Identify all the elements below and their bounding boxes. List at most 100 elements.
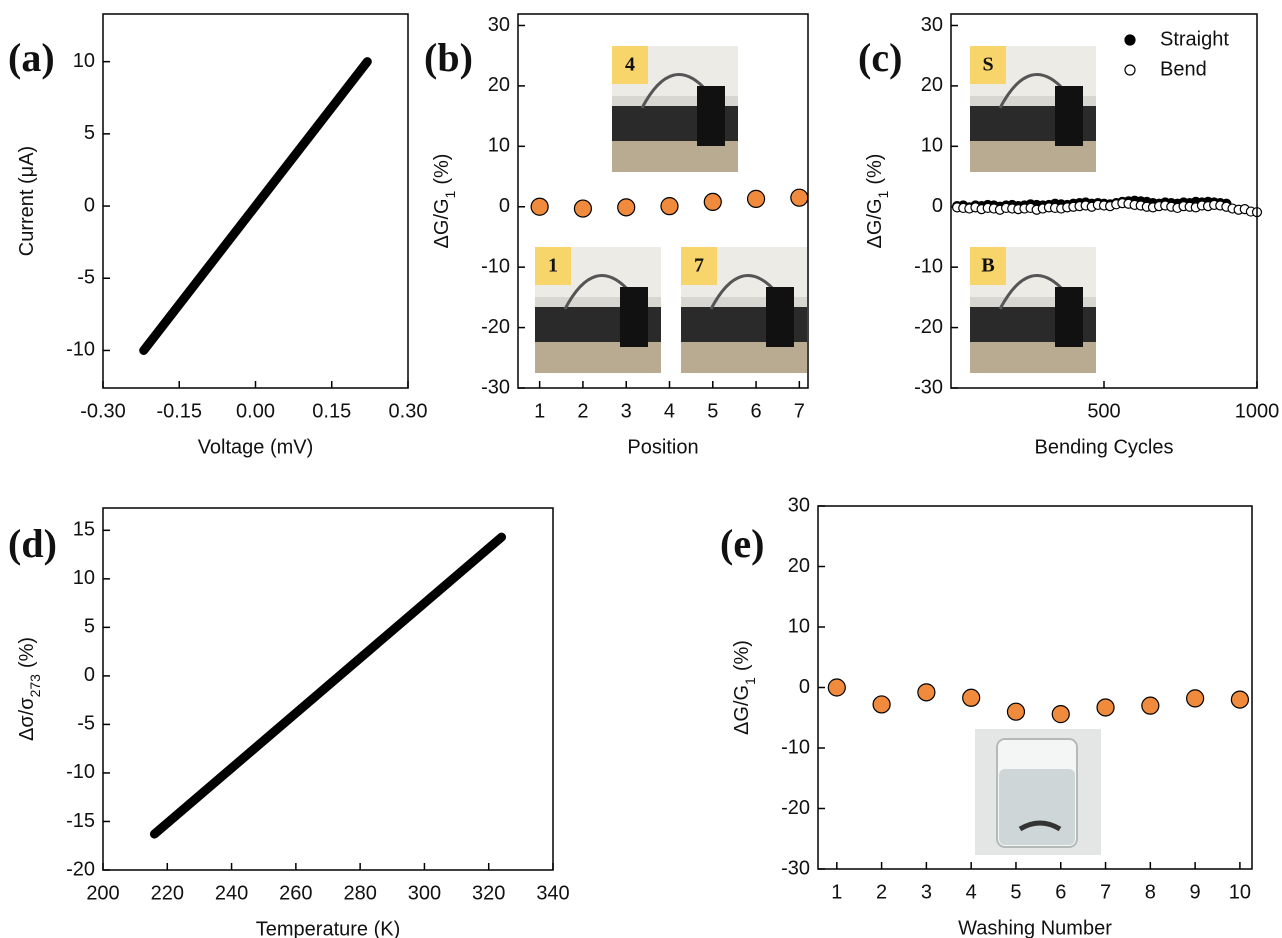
inset-tag-bg	[535, 247, 571, 285]
inset-tag: 1	[548, 255, 558, 277]
y-tick-label: 30	[788, 494, 810, 516]
photo-clip	[1055, 86, 1083, 146]
x-tick-label: 2	[876, 881, 887, 903]
y-tick-label: -30	[781, 857, 810, 879]
y-tick-label: -5	[77, 267, 95, 289]
y-tick-label: -30	[914, 376, 943, 398]
y-tick-label: 20	[488, 74, 510, 96]
y-axis-label-part: (%)	[431, 154, 453, 185]
photo-wire	[998, 274, 1067, 310]
data-point	[962, 688, 981, 707]
inset-tag: 7	[694, 255, 704, 277]
photo-ruler	[612, 141, 738, 172]
y-axis-label-part: Δσ/σ	[16, 697, 38, 741]
data-point	[790, 188, 809, 207]
y-tick-label: 10	[788, 615, 810, 637]
y-tick-label: -30	[481, 376, 510, 398]
legend-label: Straight	[1160, 28, 1229, 50]
data-point	[917, 683, 936, 702]
inset-tag-bg	[681, 247, 717, 285]
x-tick-label: 7	[794, 400, 805, 422]
plot-frame	[517, 13, 809, 389]
plot-frame	[950, 13, 1258, 389]
data-point	[1006, 702, 1026, 721]
data-point	[1230, 690, 1250, 709]
photo-wire	[563, 274, 632, 310]
y-axis-label: Δσ/σ273 (%)	[16, 637, 42, 741]
y-tick-label: 0	[932, 195, 943, 217]
photo-ruler	[970, 141, 1096, 172]
y-tick-label: -10	[481, 255, 510, 277]
y-axis-label: Current (μA)	[16, 146, 38, 256]
y-tick-label: 20	[921, 74, 943, 96]
plot-frame	[102, 507, 554, 871]
data-point	[573, 199, 593, 218]
y-axis-label-part: Current (μA)	[16, 146, 38, 256]
data-point	[1141, 696, 1160, 715]
y-tick-label: 0	[799, 676, 810, 698]
y-axis-label-part: 1	[442, 190, 458, 198]
inset-tag-bg	[970, 247, 1006, 285]
data-point	[1051, 705, 1070, 724]
y-tick-label: 0	[499, 195, 510, 217]
inset-tag-bg	[612, 46, 648, 84]
x-tick-label: 3	[621, 400, 632, 422]
data-point	[1186, 689, 1205, 708]
data-point	[660, 197, 679, 216]
x-tick-label: 9	[1190, 881, 1201, 903]
photo-ruler	[681, 342, 807, 373]
x-tick-label: 3	[921, 881, 932, 903]
x-axis-label: Position	[627, 436, 698, 458]
panel-label: (b)	[424, 35, 473, 80]
data-point	[872, 695, 891, 714]
x-axis-label: Washing Number	[958, 917, 1112, 938]
y-tick-label: -10	[781, 736, 810, 758]
x-tick-label: 1	[831, 881, 842, 903]
photo-sample	[1018, 820, 1062, 832]
x-tick-label: 2	[577, 400, 588, 422]
y-tick-label: 0	[84, 194, 95, 216]
y-tick-label: -20	[914, 316, 943, 338]
photo-clip	[1055, 287, 1083, 347]
legend-label: Bend	[1160, 58, 1207, 80]
photo-clip	[697, 86, 725, 146]
photo-ruler	[970, 342, 1096, 373]
inset-tag: S	[982, 54, 993, 76]
y-tick-label: -20	[66, 858, 95, 880]
y-axis-label-part: 1	[742, 677, 758, 685]
y-tick-label: -15	[66, 810, 95, 832]
y-axis-label: ΔG/G1 (%)	[731, 640, 757, 735]
y-tick-label: 5	[84, 122, 95, 144]
panel-label: (e)	[720, 521, 764, 566]
y-tick-label: 10	[488, 135, 510, 157]
y-tick-label: 5	[84, 616, 95, 638]
x-tick-label: 4	[966, 881, 977, 903]
x-tick-label: 300	[408, 882, 441, 904]
x-tick-label: -0.15	[156, 400, 202, 422]
x-tick-label: 4	[664, 400, 675, 422]
y-tick-label: 20	[788, 555, 810, 577]
x-tick-label: 320	[472, 882, 505, 904]
y-tick-label: -10	[66, 761, 95, 783]
y-tick-label: -20	[481, 316, 510, 338]
photo-wire	[640, 73, 709, 109]
y-tick-label: 10	[921, 135, 943, 157]
x-tick-label: 1000	[1235, 400, 1280, 422]
x-tick-label: -0.30	[80, 400, 126, 422]
y-axis-label-part: ΔG/G	[731, 685, 753, 735]
y-tick-label: 10	[73, 50, 95, 72]
y-tick-label: -10	[66, 339, 95, 361]
plot-frame	[102, 13, 409, 389]
y-tick-label: 15	[73, 519, 95, 541]
inset-tag: 4	[625, 54, 635, 76]
x-tick-label: 0.30	[389, 400, 428, 422]
y-axis-label-part: (%)	[16, 637, 38, 668]
plot-frame	[817, 505, 1253, 870]
x-tick-label: 200	[86, 882, 119, 904]
panel-label: (d)	[8, 521, 57, 566]
photo-wire	[709, 274, 778, 310]
x-tick-label: 340	[536, 882, 569, 904]
photo-ruler	[535, 342, 661, 373]
x-tick-label: 1	[534, 400, 545, 422]
